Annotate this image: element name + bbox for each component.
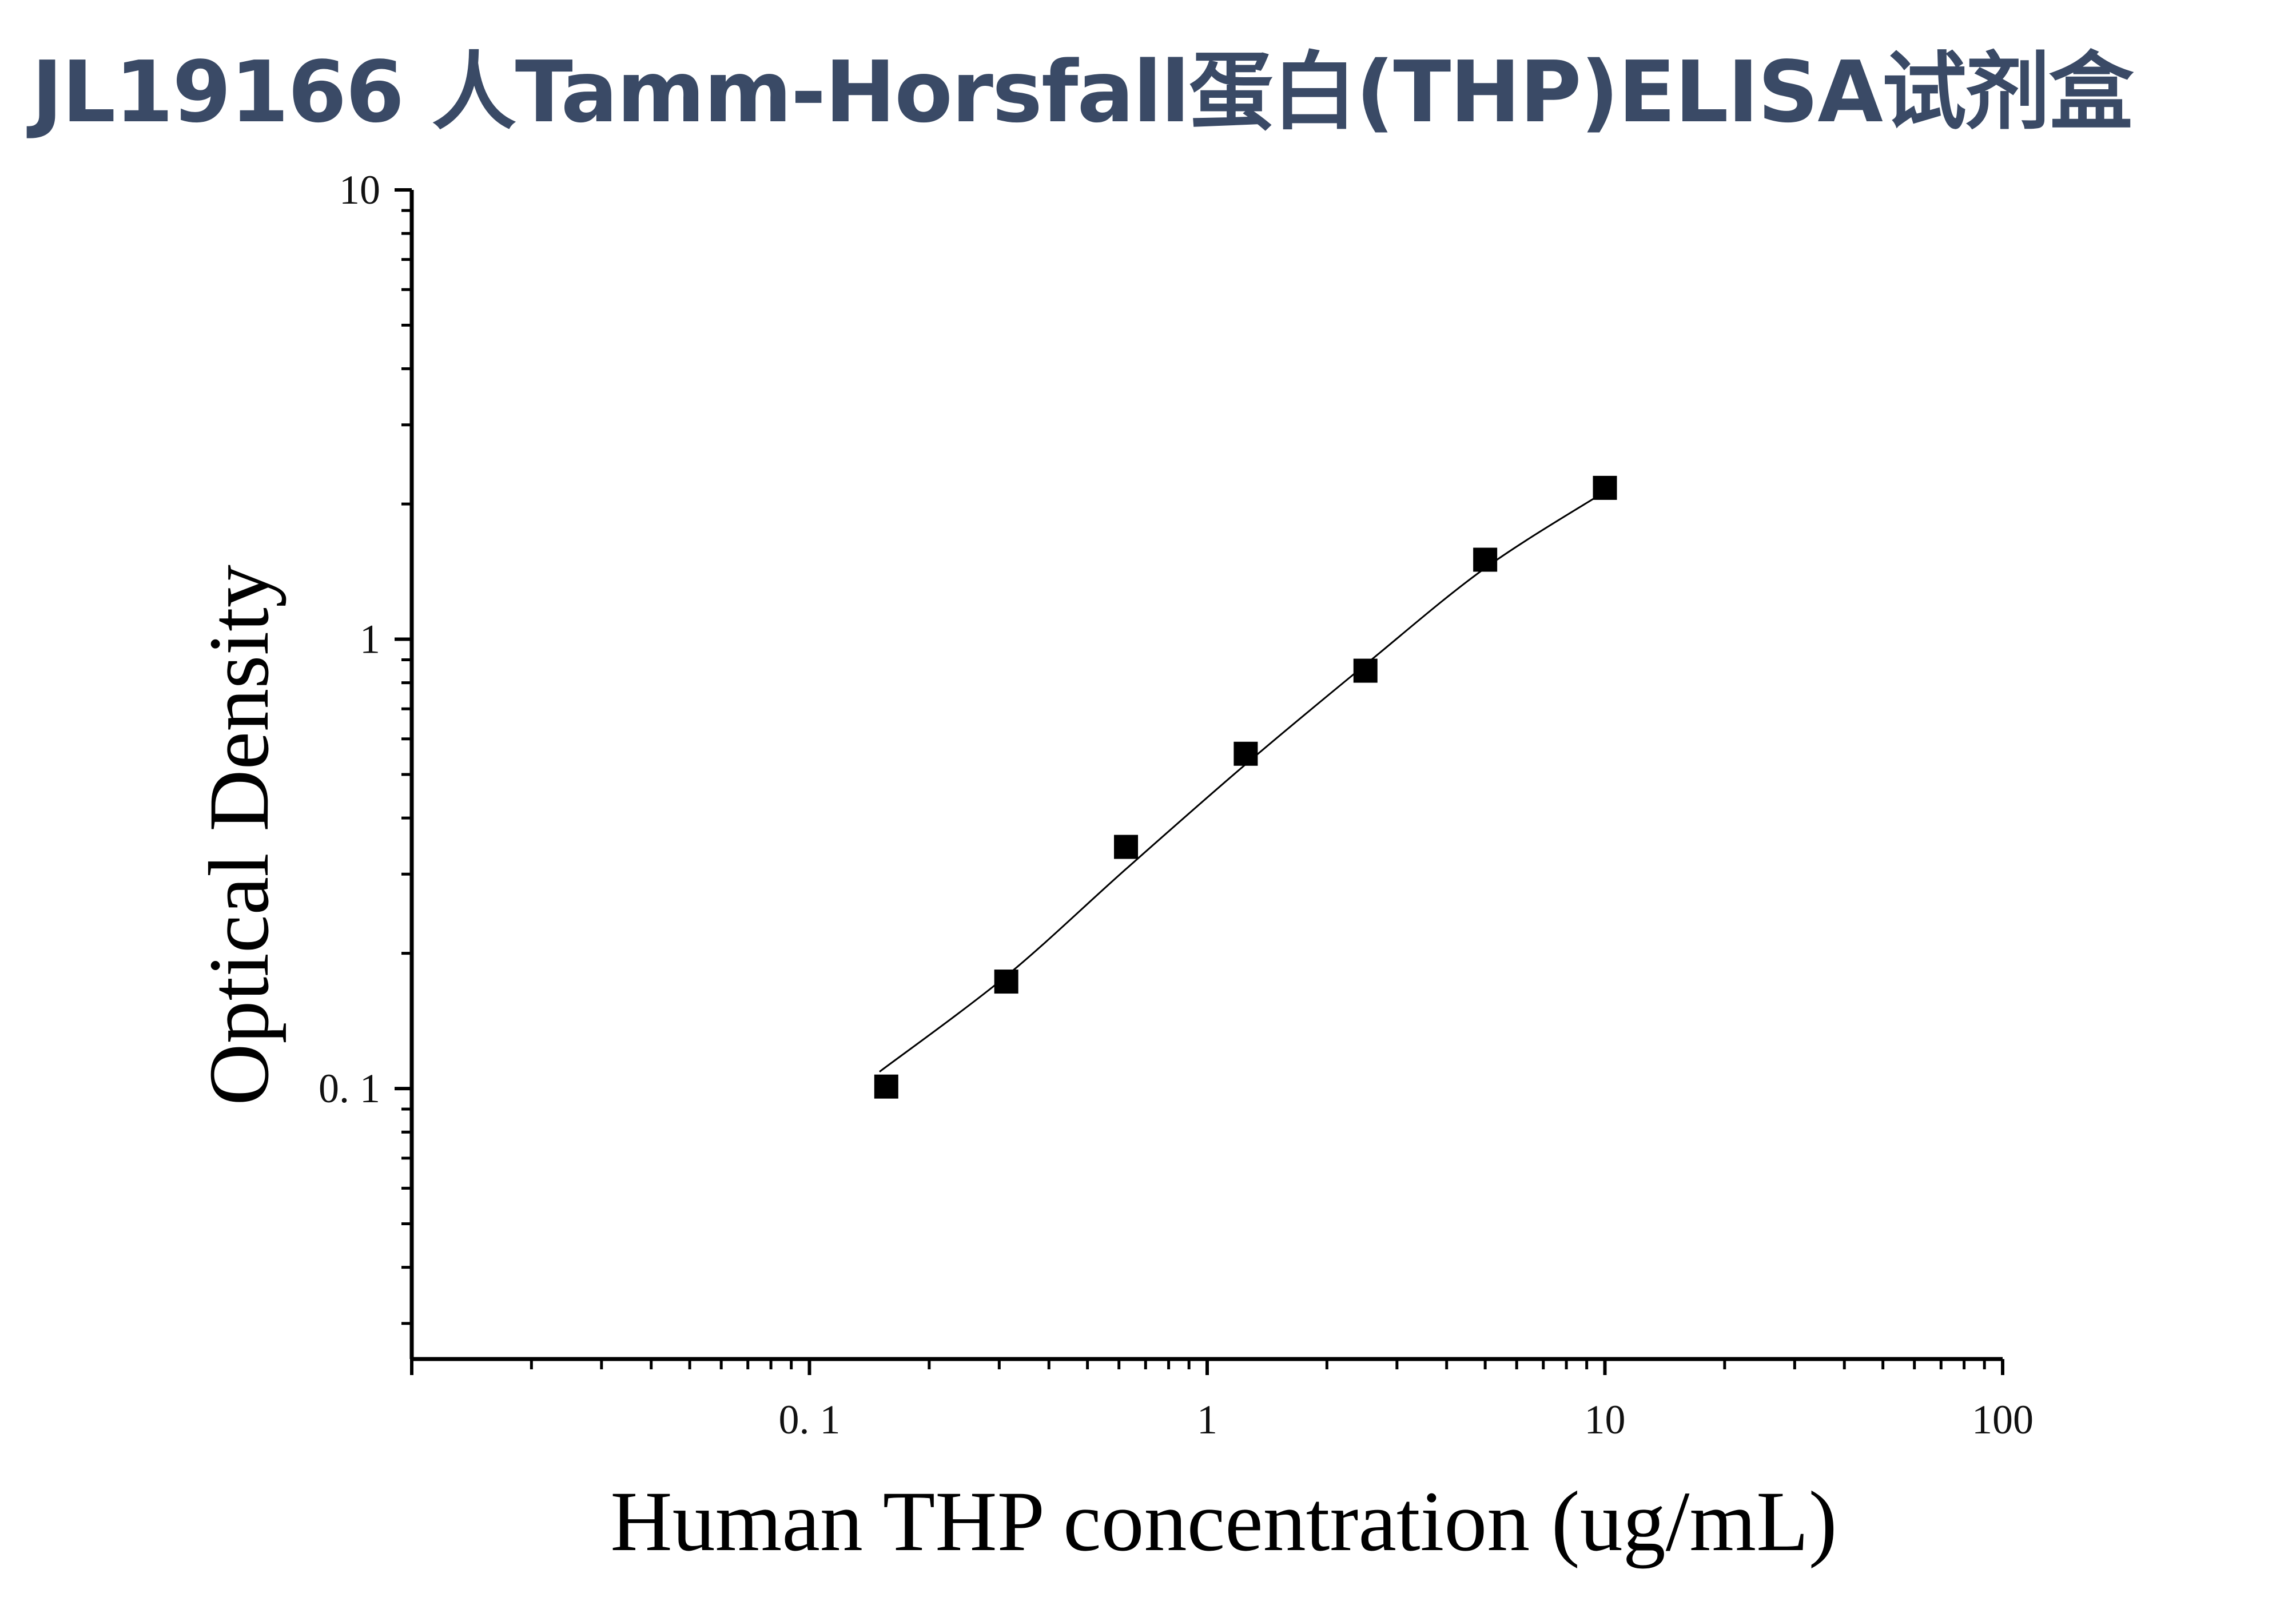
data-point (1114, 835, 1139, 859)
x-tick-label: 10 (1585, 1397, 1626, 1443)
x-tick-label: 100 (1972, 1397, 2034, 1443)
axes (409, 190, 2003, 1361)
data-points (874, 475, 1617, 1099)
data-point (994, 970, 1018, 994)
data-point (874, 1074, 898, 1099)
data-point (1473, 547, 1498, 572)
y-tick-label: 0. 1 (319, 1066, 380, 1111)
x-tick-label: 0. 1 (779, 1397, 841, 1443)
data-point (1593, 475, 1617, 500)
ticks: 0. 1 1 10 100 0. 1 1 10 (319, 167, 2034, 1443)
x-tick-label: 1 (1197, 1397, 1217, 1443)
data-point (1353, 658, 1378, 683)
fit-curve (879, 491, 1606, 1072)
y-tick-label: 1 (360, 617, 380, 662)
fit-curve-group (879, 491, 1606, 1072)
y-axis-title: Optical Density (192, 565, 286, 1106)
data-point (1233, 741, 1258, 766)
chart-title: JL19166 人Tamm-Horsfall蛋白(THP)ELISA试剂盒 (31, 43, 2134, 141)
y-tick-label: 10 (339, 167, 380, 213)
x-axis-title: Human THP concentration (ug/mL) (610, 1474, 1837, 1569)
